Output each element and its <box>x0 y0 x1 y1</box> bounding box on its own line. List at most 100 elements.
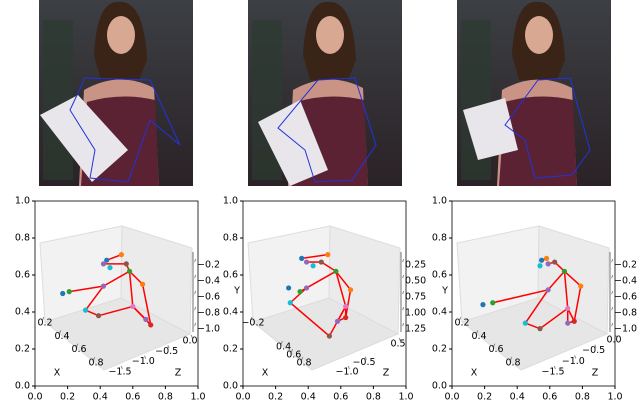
joint-point <box>101 284 106 289</box>
y-tick-label: 0.0 <box>223 381 238 392</box>
joint-point <box>325 252 330 257</box>
y-tick-label: 0.0 <box>15 381 30 392</box>
y-tick-label: 0.0 <box>432 381 447 392</box>
x-tick-label: 0.2 <box>268 392 283 403</box>
y-tick-label: 0.6 <box>223 270 238 281</box>
x-tick-label: 0.4 <box>510 392 525 403</box>
x3d-label: X <box>471 368 478 379</box>
y3d-tick-label: −1.0 <box>614 324 637 335</box>
x-tick-label: 0.2 <box>477 392 492 403</box>
y3d-tick <box>612 275 613 278</box>
y3d-tick-label: 0.50 <box>405 276 426 287</box>
joint-point <box>537 326 542 331</box>
joint-point <box>523 321 528 326</box>
x-tick-label: 0.4 <box>301 392 316 403</box>
joint-point <box>127 269 132 274</box>
joint-point <box>299 256 304 261</box>
x3d-tick-label: 0.2 <box>454 318 469 329</box>
joint-point <box>343 315 348 320</box>
y3d-tick-label: −0.8 <box>614 308 637 319</box>
y3d-label: Y <box>441 286 448 297</box>
y-tick-label: 0.4 <box>15 307 30 318</box>
y3d-tick <box>612 307 613 310</box>
joint-point <box>348 287 353 292</box>
x3d-label: X <box>54 368 61 379</box>
x-tick-label: 0.4 <box>93 392 108 403</box>
z3d-tick-label: −0.5 <box>582 345 605 356</box>
x-tick-label: 0.0 <box>27 392 42 403</box>
joint-point <box>546 261 551 266</box>
joint-point <box>288 300 293 305</box>
z3d-label: Z <box>592 368 599 379</box>
z3d-tick-label: −1.5 <box>541 367 564 378</box>
face <box>107 16 135 54</box>
joint-point <box>544 256 549 261</box>
joint-point <box>572 319 577 324</box>
z3d-tick-label: −1.0 <box>132 356 155 367</box>
y-tick-label: 0.2 <box>432 344 447 355</box>
joint-point <box>327 333 332 338</box>
x-tick-label: 0.8 <box>575 392 590 403</box>
joint-point <box>119 252 124 257</box>
y-tick-label: 0.2 <box>223 344 238 355</box>
y-tick-label: 0.6 <box>15 270 30 281</box>
joint-point <box>333 269 338 274</box>
y3d-tick <box>195 323 196 326</box>
y3d-label: Y <box>233 286 240 297</box>
y3d-tick-label: −0.6 <box>614 292 637 303</box>
joint-point <box>546 287 551 292</box>
y3d-tick-label: −0.4 <box>197 276 220 287</box>
joint-point <box>343 304 348 309</box>
joint-point <box>490 300 495 305</box>
x3d-tick-label: −0.2 <box>241 318 264 329</box>
y3d-tick <box>612 291 613 294</box>
face <box>525 16 553 54</box>
subplot: 0.00.20.40.60.81.00.00.20.40.60.81.00.20… <box>15 196 240 403</box>
joint-point <box>124 261 129 266</box>
joint-point <box>537 263 542 268</box>
z3d-label: Z <box>175 368 182 379</box>
x-tick-label: 0.6 <box>333 392 348 403</box>
joint-point <box>578 284 583 289</box>
z3d-tick-label: 0.0 <box>606 335 621 346</box>
z3d-tick-label: −0.5 <box>155 346 178 357</box>
x-tick-label: 0.6 <box>125 392 140 403</box>
joint-point <box>565 306 570 311</box>
y3d-tick <box>612 259 613 262</box>
photos <box>39 0 611 186</box>
figure: 0.00.20.40.60.81.00.00.20.40.60.81.00.20… <box>0 0 641 409</box>
joint-point <box>562 269 567 274</box>
photo <box>248 0 402 186</box>
joint-point <box>565 321 570 326</box>
y3d-tick <box>403 307 404 310</box>
y-tick-label: 0.2 <box>15 344 30 355</box>
y-tick-label: 1.0 <box>432 196 447 207</box>
y3d-tick <box>195 259 196 262</box>
z3d-tick-label: −1.0 <box>562 356 585 367</box>
z3d-tick-label: −1.5 <box>108 367 131 378</box>
x3d-tick-label: 0.8 <box>296 358 311 369</box>
joint-point <box>67 289 72 294</box>
face <box>316 16 344 54</box>
joint-point <box>286 285 291 290</box>
joint-point <box>480 302 485 307</box>
y3d-tick <box>612 323 613 326</box>
x-tick-label: 1.0 <box>398 392 413 403</box>
x-tick-label: 1.0 <box>190 392 205 403</box>
joint-point <box>304 259 309 264</box>
y3d-tick-label: 0.25 <box>405 260 426 271</box>
joint-point <box>297 289 302 294</box>
y-tick-label: 0.8 <box>223 233 238 244</box>
y3d-tick <box>195 307 196 310</box>
x-tick-label: 0.8 <box>158 392 173 403</box>
subplot: 0.00.20.40.60.81.00.00.20.40.60.81.00.20… <box>432 196 637 403</box>
y3d-tick-label: −0.6 <box>197 292 220 303</box>
x-tick-label: 0.8 <box>366 392 381 403</box>
joint-point <box>319 259 324 264</box>
y-tick-label: 0.8 <box>432 233 447 244</box>
x-tick-label: 0.6 <box>542 392 557 403</box>
x3d-tick-label: 0.4 <box>471 331 486 342</box>
y-tick-label: 0.4 <box>223 307 238 318</box>
x-tick-label: 0.2 <box>60 392 75 403</box>
